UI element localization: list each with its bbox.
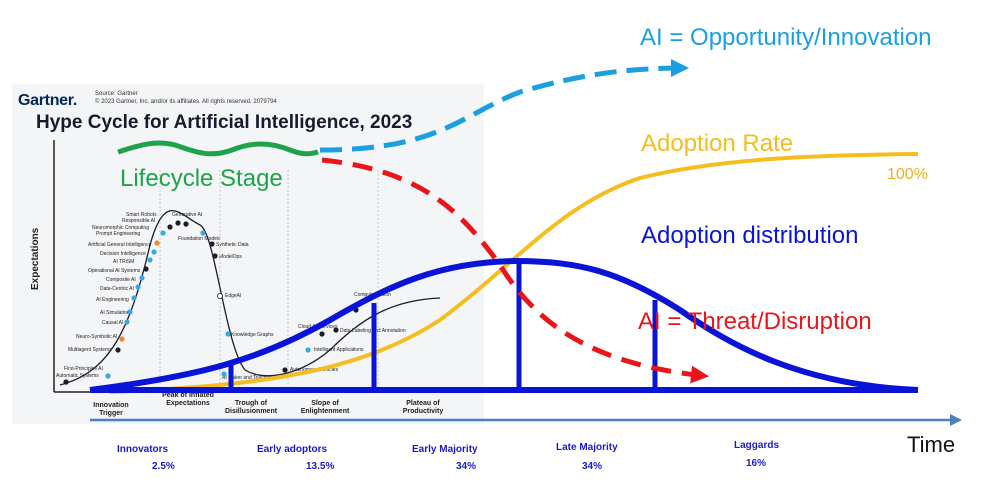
tech-dot	[209, 241, 215, 247]
tech-dot	[160, 230, 166, 236]
tech-label: Generative AI	[172, 212, 203, 218]
tech-dot	[183, 221, 189, 227]
segment-name-innovators: Innovators	[117, 444, 169, 455]
tech-label: Composite AI	[106, 277, 136, 283]
tech-label: Automatic Systems	[56, 373, 99, 379]
tech-label: Data-Centric AI	[100, 286, 134, 292]
tech-label: First-Principles AI	[64, 366, 103, 372]
segment-pct-early-adoptors: 13.5%	[306, 461, 335, 472]
tech-label: AI TRiSM	[113, 259, 135, 265]
time-axis-label: Time	[907, 432, 956, 457]
tech-dot	[212, 253, 218, 259]
segment-pct-late-majority: 34%	[582, 461, 603, 472]
tech-dot	[221, 371, 227, 377]
phase-innovation-trigger: Innovation Trigger	[93, 402, 129, 417]
threat-arrow	[321, 157, 709, 384]
tech-dot	[135, 284, 141, 290]
tech-dot	[119, 336, 125, 342]
source-line-2: © 2023 Gartner, Inc. and/or its affiliat…	[95, 99, 277, 105]
technology-dots	[63, 220, 359, 385]
adoption-rate-percent: 100%	[887, 166, 928, 183]
tech-label: Operational AI Systems	[88, 268, 141, 274]
tech-dot	[115, 347, 121, 353]
tech-label: Knowledge Graphs	[231, 332, 274, 338]
tech-label: EdgeAI	[225, 293, 242, 299]
segment-pct-laggards: 16%	[746, 458, 767, 469]
gartner-logo: Gartner.	[18, 92, 77, 109]
tech-dot	[124, 319, 130, 325]
lifecycle-stage-line	[117, 140, 319, 157]
tech-dot	[333, 327, 339, 333]
segment-name-laggards: Laggards	[734, 440, 780, 451]
segment-name-early-adoptors: Early adoptors	[257, 444, 328, 455]
opportunity-label: AI = Opportunity/Innovation	[640, 24, 932, 51]
tech-label: AI Simulation	[100, 310, 130, 316]
tech-label: AI Maker and Teaching Kits	[222, 375, 283, 381]
tech-dot	[147, 257, 153, 263]
gartner-source: Source: Gartner © 2023 Gartner, Inc. and…	[95, 90, 277, 106]
tech-dot	[175, 220, 181, 226]
adoption-rate-label: Adoption Rate	[641, 130, 794, 157]
tech-dot	[131, 295, 137, 301]
source-line-1: Source: Gartner	[95, 91, 138, 97]
tech-label: Artificial General Intelligence	[88, 242, 152, 248]
phase-peak: Peak of Inflated Expectations	[162, 392, 214, 407]
tech-label: AI Engineering	[96, 297, 129, 303]
tech-dot	[216, 292, 223, 299]
tech-dot	[167, 224, 173, 230]
tech-label: Prompt Engineering	[96, 231, 141, 237]
tech-label: Foundation Models	[178, 236, 221, 242]
segment-dividers	[228, 261, 658, 390]
phase-trough: Trough of Disillusionment	[224, 400, 278, 415]
gartner-hype-cycle-panel	[12, 84, 484, 424]
tech-label: Smart Robots	[126, 212, 157, 218]
phase-plateau: Plateau of Productivity	[402, 400, 444, 415]
tech-dot	[319, 331, 325, 337]
adoption-distribution-label: Adoption distribution	[641, 222, 859, 249]
opportunity-arrow	[319, 59, 689, 153]
threat-label: AI = Threat/Disruption	[638, 308, 872, 335]
segment-pct-innovators: 2.5%	[152, 461, 175, 472]
tech-label: Neuromorphic Computing	[92, 225, 149, 231]
tech-dot	[105, 373, 111, 379]
tech-dot	[151, 249, 157, 255]
tech-dot	[200, 230, 206, 236]
segment-name-late-majority: Late Majority	[556, 442, 618, 453]
tech-dot	[305, 347, 311, 353]
hype-cycle-title: Hype Cycle for Artificial Intelligence, …	[36, 112, 413, 133]
adoption-distribution-curve	[89, 257, 919, 393]
tech-dot	[225, 331, 231, 337]
phase-slope: Slope of Enlightenment	[300, 400, 350, 415]
tech-dot	[127, 309, 133, 315]
lifecycle-stage-label: Lifecycle Stage	[120, 165, 283, 192]
tech-dot	[139, 275, 145, 281]
adoption-rate-curve	[109, 152, 919, 394]
tech-label: Causal AI	[102, 320, 124, 326]
tech-label: Responsible AI	[122, 218, 156, 224]
phase-dividers	[159, 170, 379, 392]
tech-label: Decision Intelligence	[100, 251, 146, 257]
segment-pct-early-majority: 34%	[456, 461, 477, 472]
tech-dot	[282, 367, 288, 373]
tech-label: ModelOps	[219, 254, 242, 260]
tech-label: Neuro-Symbolic AI	[76, 334, 118, 340]
segment-name-early-majority: Early Majority	[412, 444, 478, 455]
tech-label: Intelligent Applications	[314, 347, 364, 353]
tech-dot	[63, 379, 69, 385]
tech-dot	[154, 240, 160, 246]
tech-label: Multiagent Systems	[68, 347, 112, 353]
tech-dot	[143, 266, 149, 272]
tech-label: Synthetic Data	[216, 242, 249, 248]
